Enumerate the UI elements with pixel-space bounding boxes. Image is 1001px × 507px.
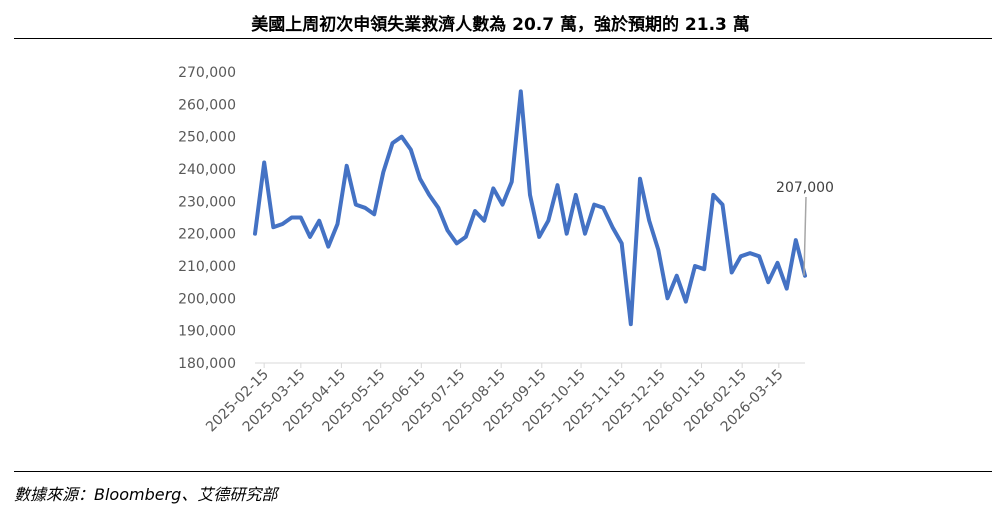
bottom-divider [14,471,992,472]
x-axis: 2025-02-152025-03-152025-04-152025-05-15… [203,363,787,435]
y-tick-label: 200,000 [178,291,236,307]
y-tick-label: 190,000 [178,324,236,340]
y-tick-label: 250,000 [178,130,236,146]
y-tick-label: 240,000 [178,162,236,178]
y-tick-label: 270,000 [178,65,236,81]
line-chart: 180,000 190,000 200,000 210,000 220,000 230,0… [178,65,834,435]
y-tick-label: 230,000 [178,194,236,210]
annotation-label: 207,000 [776,180,834,196]
series-line [253,89,807,327]
y-tick-label: 260,000 [178,97,236,113]
y-tick-label: 210,000 [178,259,236,275]
annotation-leader-line [803,196,807,276]
top-divider [14,38,992,39]
chart-title: 美國上周初次申領失業救濟人數為 20.7 萬，強於預期的 21.3 萬 [251,15,750,35]
source-note: 數據來源：Bloomberg、艾德研究部 [14,485,278,504]
y-tick-label: 220,000 [178,227,236,243]
y-tick-label: 180,000 [178,356,236,372]
y-axis: 180,000 190,000 200,000 210,000 220,000 230,0… [178,65,236,372]
